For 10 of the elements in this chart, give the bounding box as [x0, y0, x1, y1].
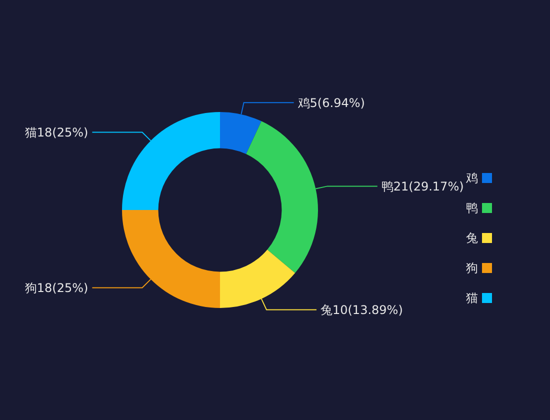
legend-label: 猫	[466, 291, 478, 306]
legend-label: 鸡	[465, 171, 478, 186]
data-label: 猫18(25%)	[24, 125, 88, 140]
data-label: 兔10(13.89%)	[320, 302, 403, 317]
data-label: 鸡5(6.94%)	[296, 96, 365, 110]
legend-label: 兔	[466, 231, 478, 246]
legend-label: 狗	[466, 261, 478, 276]
data-label: 狗18(25%)	[24, 280, 88, 295]
data-label: 鸭21(29.17%)	[381, 179, 464, 194]
legend-label: 鸭	[466, 201, 478, 216]
